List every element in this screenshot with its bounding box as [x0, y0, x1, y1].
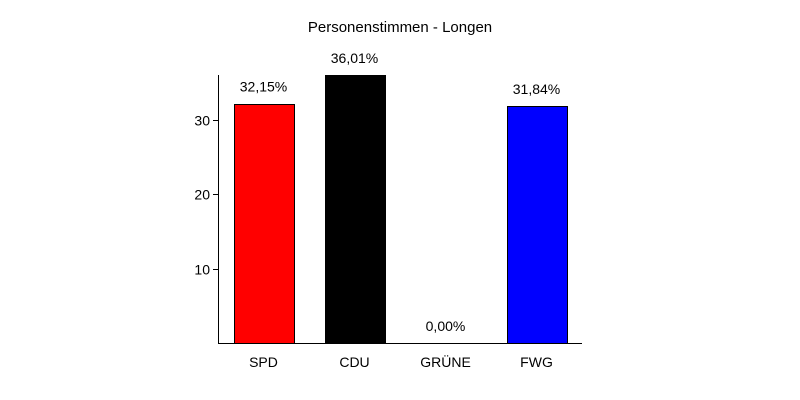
x-tick-label: CDU — [339, 354, 369, 370]
x-tick-label: SPD — [249, 354, 278, 370]
y-tick-label: 20 — [194, 187, 210, 203]
y-tick-label: 10 — [194, 262, 210, 278]
x-tick-label: GRÜNE — [420, 353, 471, 370]
bar-cdu — [325, 75, 386, 344]
bar-fwg — [507, 106, 568, 344]
chart-title: Personenstimmen - Longen — [307, 19, 493, 36]
x-tick-label: FWG — [520, 354, 553, 370]
bar-spd — [234, 104, 295, 344]
data-label: 32,15% — [240, 79, 287, 95]
data-label: 36,01% — [331, 50, 378, 66]
data-label: 31,84% — [513, 81, 560, 97]
y-tick-label: 30 — [194, 113, 210, 129]
data-label: 0,00% — [426, 318, 466, 334]
